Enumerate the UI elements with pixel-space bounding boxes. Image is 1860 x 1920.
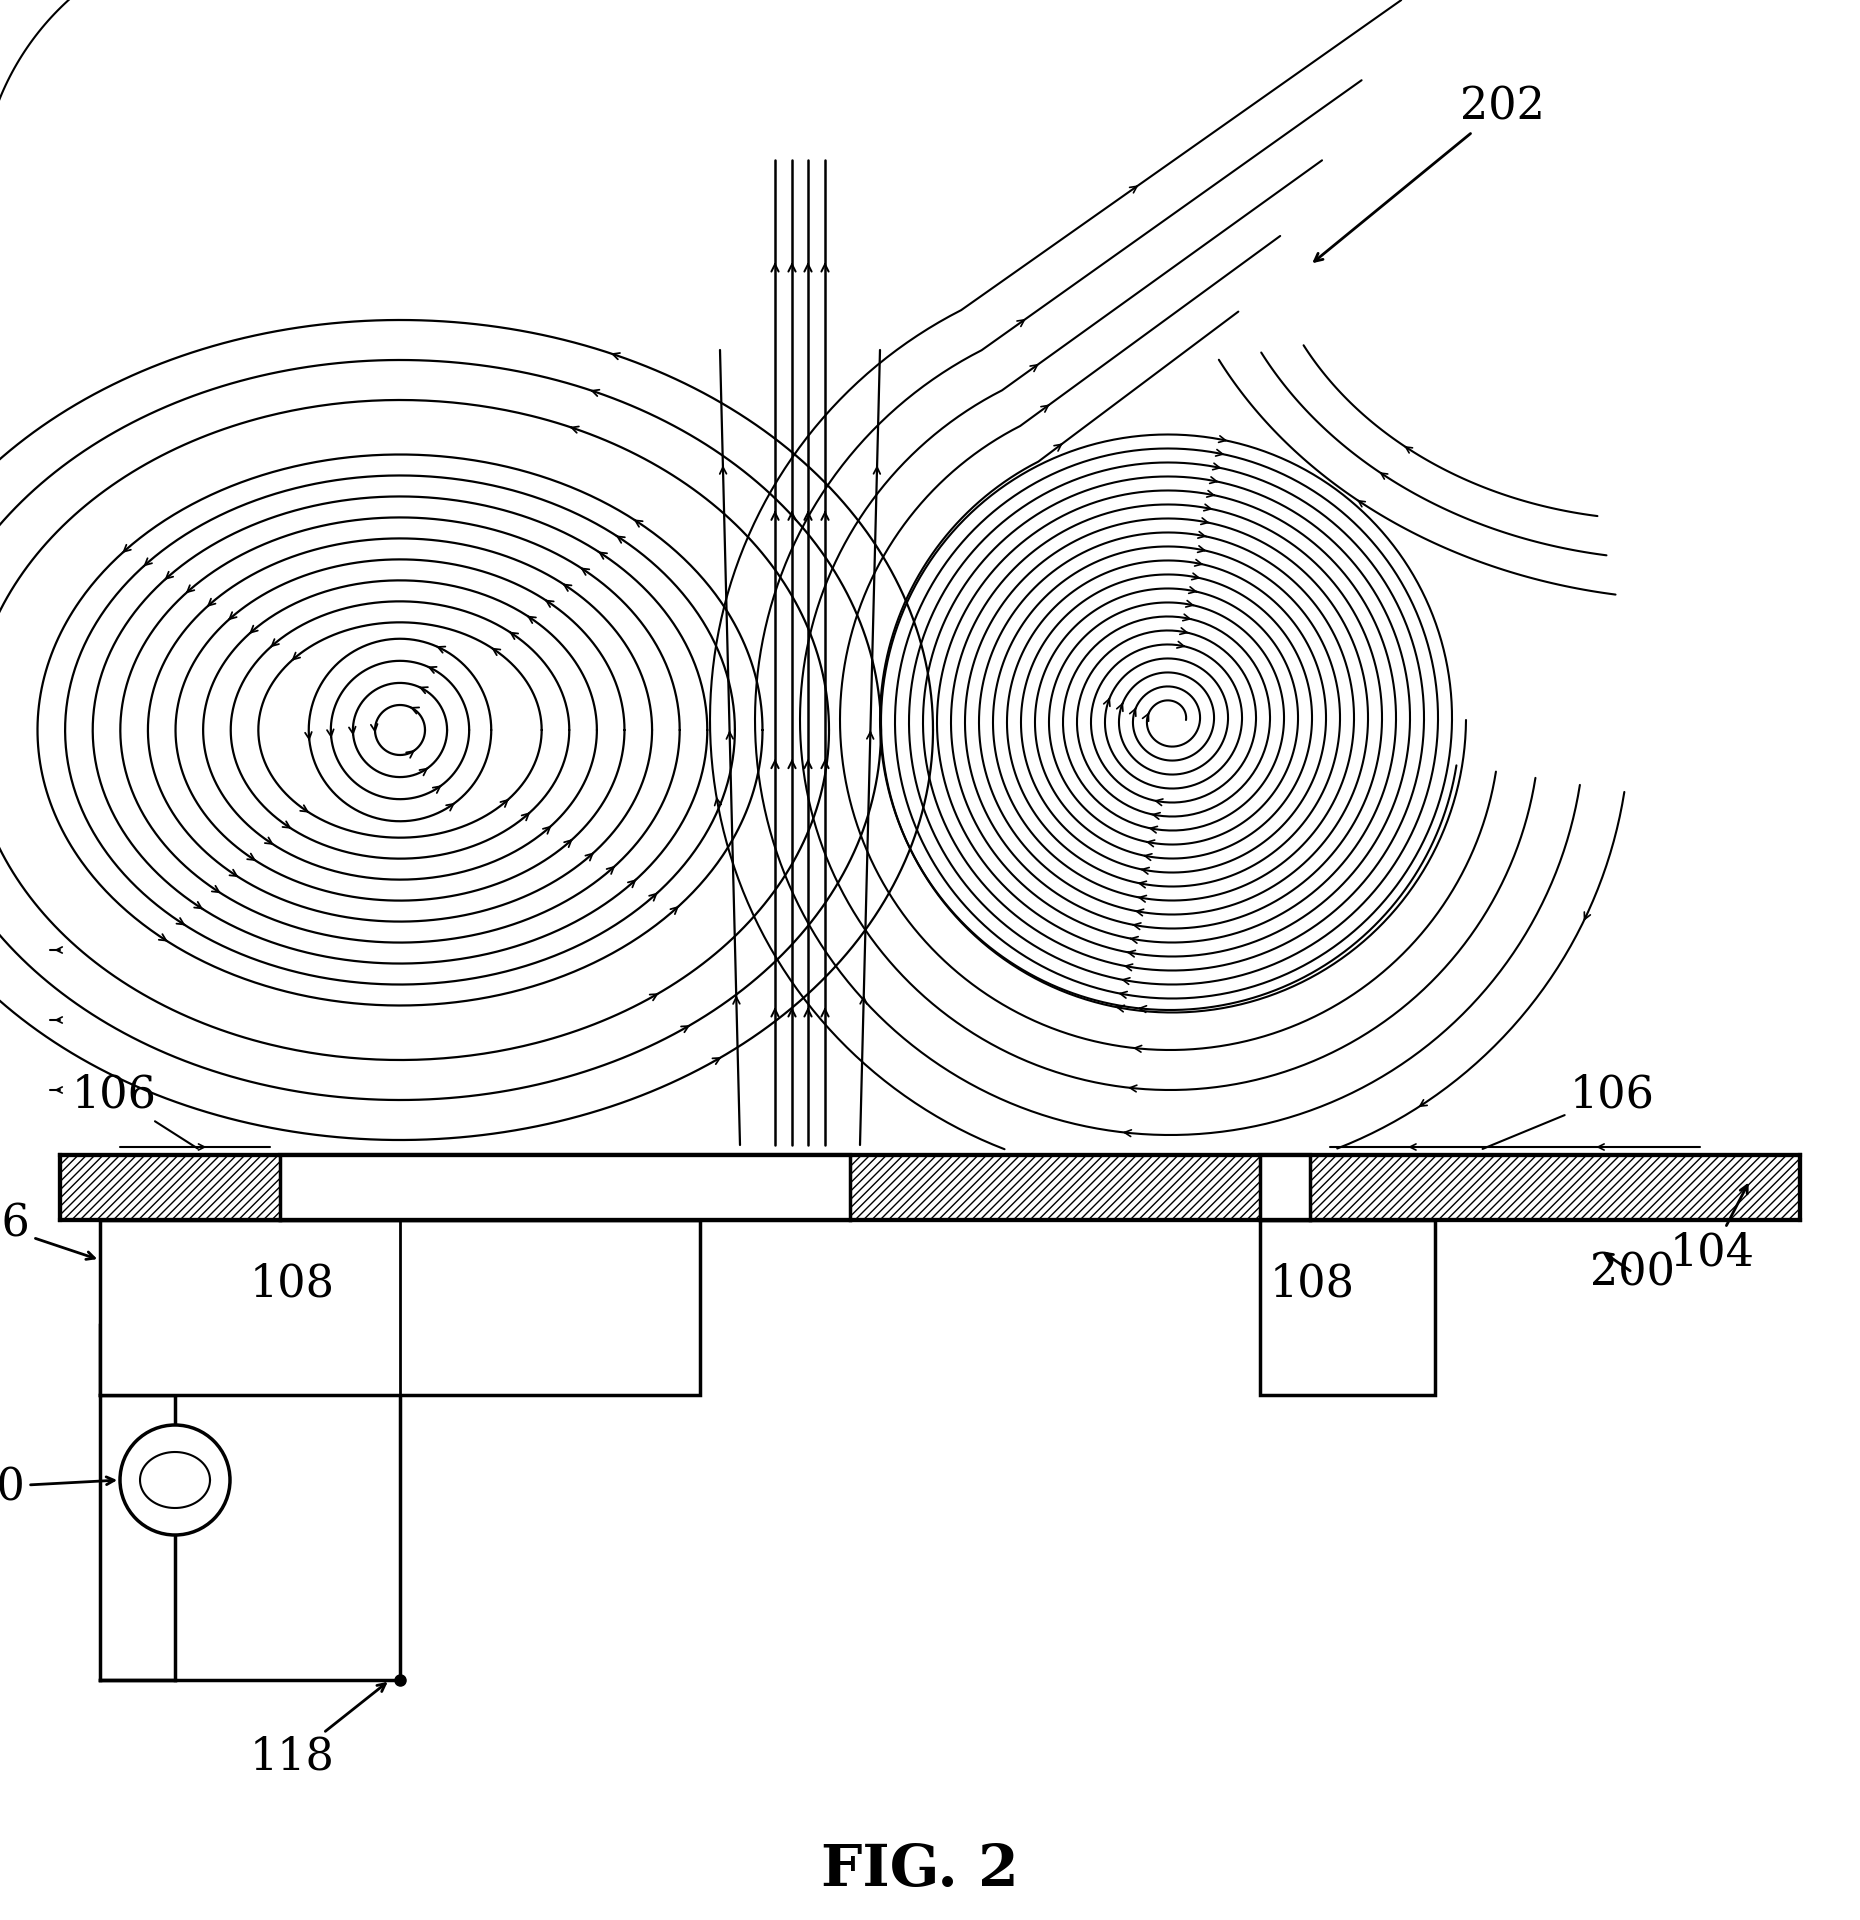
Text: 104: 104 — [1670, 1185, 1756, 1275]
Text: 116: 116 — [0, 1200, 95, 1260]
Bar — [281, 1154, 850, 1221]
Text: 110: 110 — [0, 1465, 113, 1509]
Circle shape — [121, 1425, 231, 1534]
Text: 106: 106 — [73, 1073, 197, 1148]
Bar — [100, 1219, 699, 1396]
Text: 200: 200 — [1590, 1250, 1676, 1294]
Text: FIG. 2: FIG. 2 — [820, 1841, 1019, 1899]
Text: 106: 106 — [1482, 1073, 1655, 1148]
Text: 108: 108 — [1270, 1261, 1354, 1306]
Text: 118: 118 — [249, 1684, 385, 1780]
Text: 202: 202 — [1315, 86, 1546, 261]
Bar — [60, 1156, 1800, 1219]
Bar — [1259, 1219, 1436, 1396]
Bar — [1259, 1154, 1309, 1221]
Text: 108: 108 — [249, 1261, 335, 1306]
